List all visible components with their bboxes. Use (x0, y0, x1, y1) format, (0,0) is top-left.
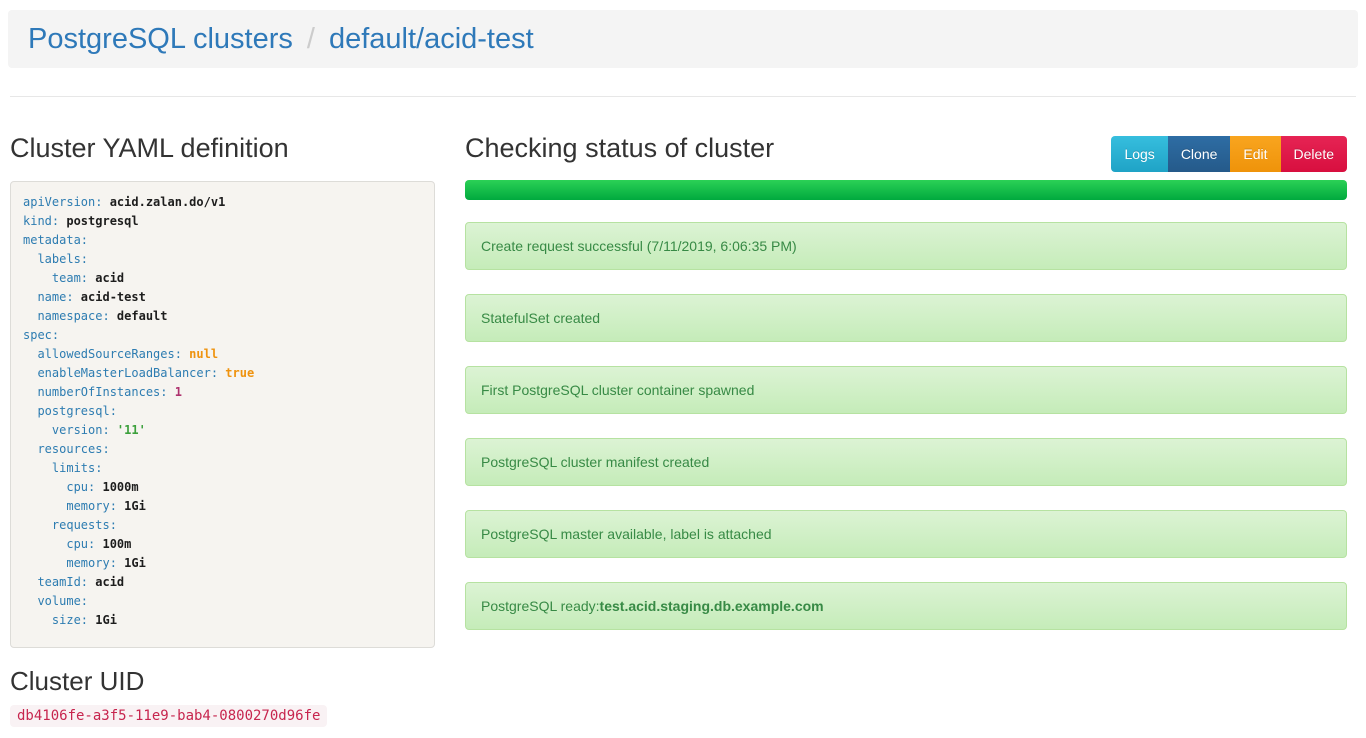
yaml-line: resources: (23, 442, 110, 456)
yaml-definition-heading: Cluster YAML definition (10, 133, 289, 163)
yaml-line: memory: 1Gi (23, 499, 146, 513)
status-item: PostgreSQL ready: test.acid.staging.db.e… (465, 582, 1347, 630)
logs-button[interactable]: Logs (1111, 136, 1168, 172)
breadcrumb: PostgreSQL clusters / default/acid-test (8, 10, 1358, 68)
clone-button[interactable]: Clone (1167, 136, 1231, 172)
cluster-definition-panel: Cluster YAML definition apiVersion: acid… (10, 131, 435, 727)
status-item: PostgreSQL cluster manifest created (465, 438, 1347, 486)
cluster-action-buttons: Logs Clone Edit Delete (1111, 136, 1347, 172)
cluster-uid-heading: Cluster UID (10, 666, 145, 696)
yaml-line: requests: (23, 518, 117, 532)
yaml-line: name: acid-test (23, 290, 146, 304)
yaml-line: enableMasterLoadBalancer: true (23, 366, 255, 380)
header-divider (10, 96, 1356, 97)
yaml-line: size: 1Gi (23, 613, 117, 627)
status-header: Checking status of cluster Logs Clone Ed… (465, 131, 1347, 172)
status-item: PostgreSQL master available, label is at… (465, 510, 1347, 558)
yaml-line: postgresql: (23, 404, 117, 418)
yaml-line: cpu: 100m (23, 537, 132, 551)
status-message-list: Create request successful (7/11/2019, 6:… (465, 222, 1347, 630)
edit-button[interactable]: Edit (1230, 136, 1281, 172)
yaml-line: namespace: default (23, 309, 168, 323)
breadcrumb-link-clusters[interactable]: PostgreSQL clusters (28, 22, 293, 55)
progress-bar (465, 180, 1347, 200)
yaml-line: spec: (23, 328, 60, 342)
yaml-line: kind: postgresql (23, 214, 139, 228)
yaml-line: labels: (23, 252, 89, 266)
yaml-line: limits: (23, 461, 103, 475)
yaml-line: numberOfInstances: 1 (23, 385, 182, 399)
status-item: StatefulSet created (465, 294, 1347, 342)
status-item: First PostgreSQL cluster container spawn… (465, 366, 1347, 414)
breadcrumb-separator: / (306, 22, 315, 55)
yaml-line: volume: (23, 594, 89, 608)
yaml-line: version: '11' (23, 423, 146, 437)
status-item: Create request successful (7/11/2019, 6:… (465, 222, 1347, 270)
breadcrumb-link-current-cluster[interactable]: default/acid-test (328, 22, 534, 55)
yaml-line: apiVersion: acid.zalan.do/v1 (23, 195, 226, 209)
yaml-line: memory: 1Gi (23, 556, 146, 570)
yaml-line: allowedSourceRanges: null (23, 347, 219, 361)
yaml-definition-code: apiVersion: acid.zalan.do/v1 kind: postgr… (10, 181, 435, 648)
yaml-line: metadata: (23, 233, 89, 247)
yaml-line: teamId: acid (23, 575, 125, 589)
yaml-line: team: acid (23, 271, 125, 285)
cluster-uid-wrap: db4106fe-a3f5-11e9-bab4-0800270d96fe (10, 705, 435, 727)
status-item-highlight: test.acid.staging.db.example.com (599, 598, 824, 614)
status-heading: Checking status of cluster (465, 133, 775, 163)
progress-bar-fill (465, 180, 1347, 200)
yaml-line: cpu: 1000m (23, 480, 139, 494)
delete-button[interactable]: Delete (1280, 136, 1347, 172)
cluster-uid-value: db4106fe-a3f5-11e9-bab4-0800270d96fe (10, 705, 328, 727)
cluster-status-panel: Checking status of cluster Logs Clone Ed… (465, 131, 1347, 630)
